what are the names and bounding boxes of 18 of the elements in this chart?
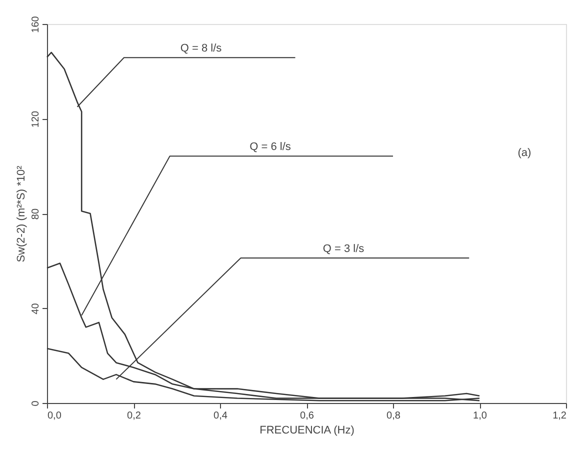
annotation: Q = 6 l/s — [250, 141, 292, 154]
y-axis-title: Sw(2-2) (m²*S) *10² — [16, 165, 28, 262]
x-axis-title: FRECUENCIA (Hz) — [260, 424, 354, 436]
x-tick-label: 0,2 — [127, 410, 142, 422]
x-tick-label: 1,0 — [473, 410, 488, 422]
annotation: Q = 8 l/s — [180, 42, 222, 55]
y-tick-label: 160 — [30, 16, 42, 33]
x-tick-label: 0,0 — [48, 410, 62, 422]
x-tick-label: 0,4 — [214, 410, 228, 422]
x-tick-label: 1,2 — [552, 410, 567, 422]
x-tick-label: 0,6 — [300, 410, 314, 422]
y-tick-label: 40 — [30, 302, 42, 314]
y-tick-label: 80 — [30, 208, 42, 220]
y-tick-label: 0 — [30, 400, 42, 406]
annotation: (a) — [518, 146, 532, 159]
x-tick-label: 0,8 — [386, 410, 401, 422]
annotation: Q = 3 l/s — [322, 243, 365, 256]
y-tick-label: 120 — [30, 110, 42, 128]
